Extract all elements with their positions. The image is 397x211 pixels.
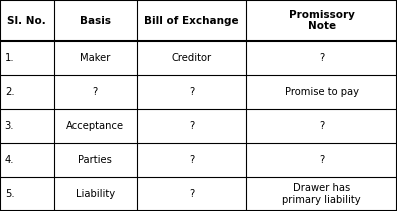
Text: Drawer has
primary liability: Drawer has primary liability — [282, 183, 361, 205]
Text: Sl. No.: Sl. No. — [8, 16, 46, 26]
Text: Basis: Basis — [80, 16, 111, 26]
Text: Maker: Maker — [80, 53, 110, 63]
Text: ?: ? — [189, 87, 194, 97]
Text: Promise to pay: Promise to pay — [285, 87, 358, 97]
Text: Liability: Liability — [76, 189, 115, 199]
Text: ?: ? — [189, 155, 194, 165]
Text: 1.: 1. — [5, 53, 14, 63]
Text: 2.: 2. — [5, 87, 14, 97]
Text: 3.: 3. — [5, 121, 14, 131]
Text: ?: ? — [189, 121, 194, 131]
Text: ?: ? — [319, 121, 324, 131]
Text: 5.: 5. — [5, 189, 14, 199]
Text: Parties: Parties — [78, 155, 112, 165]
Text: Bill of Exchange: Bill of Exchange — [144, 16, 239, 26]
Text: ?: ? — [189, 189, 194, 199]
Text: 4.: 4. — [5, 155, 14, 165]
Text: Creditor: Creditor — [172, 53, 212, 63]
Text: Promissory
Note: Promissory Note — [289, 10, 355, 31]
Text: ?: ? — [319, 155, 324, 165]
Text: ?: ? — [93, 87, 98, 97]
Text: Acceptance: Acceptance — [66, 121, 124, 131]
Text: ?: ? — [319, 53, 324, 63]
